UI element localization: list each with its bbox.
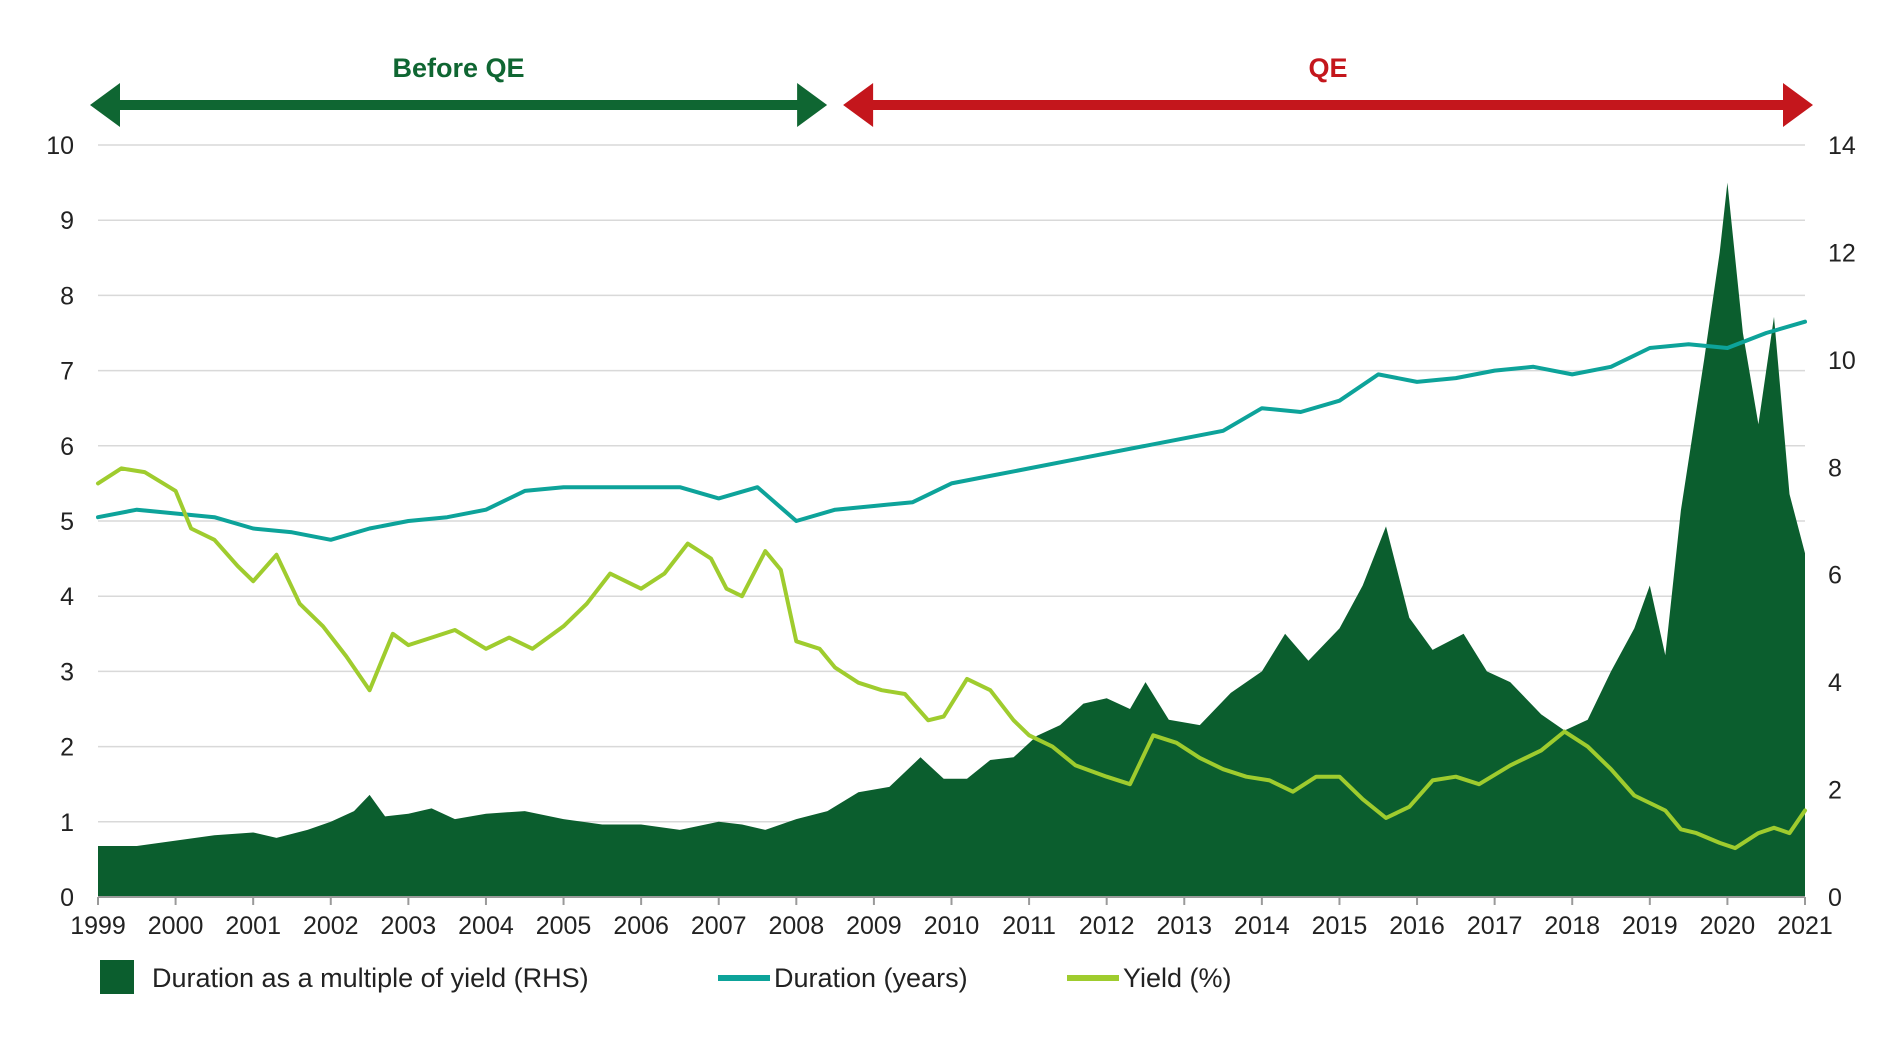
legend-item-yield: Yield (%) — [1067, 963, 1232, 993]
x-tick-label: 2002 — [303, 912, 359, 940]
y-right-tick-label: 12 — [1828, 239, 1856, 267]
x-tick-label: 2003 — [381, 912, 437, 940]
period-arrow-shape — [843, 83, 1813, 127]
legend-item-duration-as-a-multiple-of-yield-rhs: Duration as a multiple of yield (RHS) — [100, 960, 589, 994]
period-arrow-shape — [90, 83, 828, 127]
y-right-tick-label: 6 — [1828, 562, 1842, 590]
x-tick-label: 2016 — [1389, 912, 1445, 940]
y-left-tick-label: 5 — [60, 508, 74, 536]
series-line-yield — [96, 466, 1807, 851]
legend-label: Duration as a multiple of yield (RHS) — [152, 963, 589, 993]
x-tick-label: 2013 — [1156, 912, 1212, 940]
x-tick-label: 2000 — [148, 912, 204, 940]
y-left-tick-label: 1 — [60, 809, 74, 837]
period-arrow-qe: QE — [843, 53, 1813, 127]
periods: Before QE QE — [90, 53, 1813, 127]
legend: Duration as a multiple of yield (RHS) Dur… — [100, 960, 1232, 994]
x-tick-label: 2020 — [1700, 912, 1756, 940]
y-left-tick-label: 9 — [60, 207, 74, 235]
y-left-tick-label: 7 — [60, 358, 74, 386]
period-arrow-before-qe: Before QE — [90, 53, 828, 127]
y-left-tick-label: 2 — [60, 734, 74, 762]
x-tick-label: 2007 — [691, 912, 747, 940]
legend-label: Duration (years) — [774, 963, 968, 993]
y-right-tick-label: 4 — [1828, 669, 1842, 697]
x-tick-label: 1999 — [70, 912, 126, 940]
y-left-tick-label: 4 — [60, 583, 74, 611]
x-tick-label: 2015 — [1312, 912, 1368, 940]
y-right-tick-label: 2 — [1828, 777, 1842, 805]
area-layer — [98, 182, 1805, 898]
period-label: Before QE — [393, 53, 525, 83]
y-left-tick-label: 8 — [60, 282, 74, 310]
y-right-tick-label: 0 — [1828, 884, 1842, 912]
grid — [98, 144, 1805, 823]
x-tick-label: 2009 — [846, 912, 902, 940]
series-line-duration-years — [96, 319, 1807, 542]
x-tick-label: 2006 — [613, 912, 669, 940]
legend-label: Yield (%) — [1123, 963, 1232, 993]
y-right-tick-label: 10 — [1828, 347, 1856, 375]
x-tick-label: 2005 — [536, 912, 592, 940]
x-tick-label: 2014 — [1234, 912, 1290, 940]
legend-item-duration-years: Duration (years) — [718, 963, 968, 993]
x-tick-label: 2019 — [1622, 912, 1678, 940]
x-tick-label: 2021 — [1777, 912, 1833, 940]
y-right-tick-label: 8 — [1828, 454, 1842, 482]
x-tick-label: 2018 — [1544, 912, 1600, 940]
line-layer — [96, 319, 1807, 851]
y-left-tick-label: 10 — [46, 132, 74, 160]
x-tick-label: 2017 — [1467, 912, 1523, 940]
series-area-duration-as-a-multiple-of-yield-rhs — [98, 182, 1805, 898]
legend-swatch — [100, 960, 134, 994]
x-tick-label: 2012 — [1079, 912, 1135, 940]
y-right-tick-label: 14 — [1828, 132, 1856, 160]
x-tick-label: 2011 — [1002, 912, 1056, 940]
x-tick-label: 2001 — [225, 912, 281, 940]
x-tick-label: 2010 — [924, 912, 980, 940]
y-left-tick-label: 3 — [60, 658, 74, 686]
x-tick-label: 2004 — [458, 912, 514, 940]
y-left-tick-label: 0 — [60, 884, 74, 912]
x-tick-label: 2008 — [769, 912, 825, 940]
y-left-tick-label: 6 — [60, 433, 74, 461]
period-label: QE — [1309, 53, 1348, 83]
